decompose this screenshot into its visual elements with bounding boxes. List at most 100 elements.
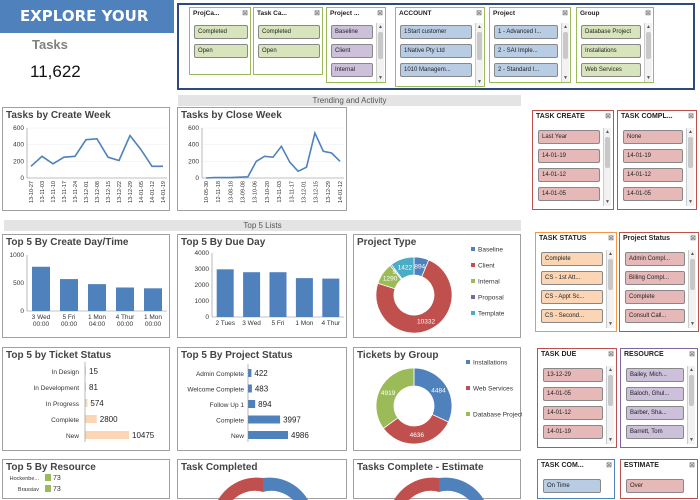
clear-filter-icon[interactable]: ⊠ [645, 10, 651, 17]
slicer-item[interactable]: 14-01-05 [623, 187, 683, 201]
scroll-thumb[interactable] [378, 32, 383, 59]
slicer-item[interactable]: Baseline [331, 25, 373, 39]
slicer-item[interactable]: 14-01-19 [623, 149, 683, 163]
scroll-down-icon[interactable]: ▼ [378, 75, 383, 81]
scroll-down-icon[interactable]: ▼ [605, 199, 610, 205]
slicer-item[interactable]: Web Services [581, 63, 641, 77]
slicer-item[interactable]: Completed [258, 25, 320, 39]
scroll-thumb[interactable] [608, 259, 613, 291]
slicer-scrollbar[interactable]: ▲ ▼ [603, 128, 611, 206]
scroll-thumb[interactable] [690, 259, 695, 291]
slicer-item[interactable]: 14-01-19 [543, 425, 603, 439]
slicer-item[interactable]: CS - 1st Att... [541, 271, 603, 285]
slicer-item[interactable]: Baloch, Ghul... [626, 387, 684, 401]
scroll-up-icon[interactable]: ▲ [608, 251, 613, 257]
clear-filter-icon[interactable]: ⊠ [690, 235, 696, 242]
slicer-item[interactable]: On Time [543, 479, 601, 493]
slicer-scrollbar[interactable]: ▲ ▼ [686, 128, 694, 206]
slicer-item[interactable]: Barrett, Tom [626, 425, 684, 439]
scroll-up-icon[interactable]: ▲ [608, 367, 613, 373]
clear-filter-icon[interactable]: ⊠ [377, 10, 383, 17]
clear-filter-icon[interactable]: ⊠ [688, 113, 694, 120]
slicer-item[interactable]: 14-01-12 [623, 168, 683, 182]
slicer-item[interactable]: Open [194, 44, 248, 58]
scroll-down-icon[interactable]: ▼ [690, 321, 695, 327]
slicer-item[interactable]: Complete [625, 290, 685, 304]
scroll-up-icon[interactable]: ▲ [646, 24, 651, 30]
slicer-item[interactable]: CS - Second... [541, 309, 603, 323]
scroll-up-icon[interactable]: ▲ [563, 24, 568, 30]
slicer-item[interactable]: Admin Compl... [625, 252, 685, 266]
slicer-scrollbar[interactable]: ▲ ▼ [688, 250, 696, 328]
slicer-item[interactable]: CS - Appt Sc... [541, 290, 603, 304]
clear-filter-icon[interactable]: ⊠ [608, 235, 614, 242]
slicer-item[interactable]: 2 - Standard I... [494, 63, 558, 77]
slicer-item[interactable]: Consult Call... [625, 309, 685, 323]
slicer-title: Task Ca... ⊠ [254, 8, 322, 21]
scroll-down-icon[interactable]: ▼ [608, 321, 613, 327]
slicer-item[interactable]: Client [331, 44, 373, 58]
slicer-scrollbar[interactable]: ▲ ▼ [644, 23, 652, 82]
scroll-thumb[interactable] [646, 32, 651, 59]
slicer-scrollbar[interactable]: ▲ ▼ [687, 366, 695, 444]
clear-filter-icon[interactable]: ⊠ [606, 462, 612, 469]
slicer-item[interactable]: Last Year [538, 130, 600, 144]
slicer-item[interactable]: Installations [581, 44, 641, 58]
slicer-item[interactable]: Database Project [581, 25, 641, 39]
scroll-up-icon[interactable]: ▲ [690, 251, 695, 257]
slicer-item[interactable]: Completed [194, 25, 248, 39]
scroll-up-icon[interactable]: ▲ [477, 24, 482, 30]
scroll-thumb[interactable] [608, 375, 613, 407]
scroll-thumb[interactable] [689, 375, 694, 407]
scroll-down-icon[interactable]: ▼ [477, 79, 482, 85]
scroll-up-icon[interactable]: ▲ [605, 129, 610, 135]
slicer-item[interactable]: 13-12-29 [543, 368, 603, 382]
scroll-thumb[interactable] [605, 137, 610, 169]
scroll-up-icon[interactable]: ▲ [378, 24, 383, 30]
slicer-item[interactable]: 14-01-05 [538, 187, 600, 201]
slicer-item[interactable]: 1010 Managem... [400, 63, 472, 77]
clear-filter-icon[interactable]: ⊠ [476, 10, 482, 17]
slicer-item[interactable]: 1 - Advanced I... [494, 25, 558, 39]
series-line [30, 133, 163, 168]
clear-filter-icon[interactable]: ⊠ [242, 10, 248, 17]
clear-filter-icon[interactable]: ⊠ [562, 10, 568, 17]
chart-tasks-estimate: Tasks Complete - Estimate [353, 459, 521, 500]
scroll-down-icon[interactable]: ▼ [646, 75, 651, 81]
scroll-down-icon[interactable]: ▼ [689, 437, 694, 443]
slicer-item[interactable]: 14-01-12 [543, 406, 603, 420]
slicer-item[interactable]: Bailey, Mich... [626, 368, 684, 382]
slicer-item[interactable]: 1Start customer [400, 25, 472, 39]
slicer-item[interactable]: None [623, 130, 683, 144]
slicer-item[interactable]: 2 - SAI Imple... [494, 44, 558, 58]
clear-filter-icon[interactable]: ⊠ [608, 351, 614, 358]
scroll-down-icon[interactable]: ▼ [563, 75, 568, 81]
slicer-scrollbar[interactable]: ▲ ▼ [606, 366, 614, 444]
slicer-item[interactable]: Open [258, 44, 320, 58]
slicer-item[interactable]: Barber, Sha... [626, 406, 684, 420]
slicer-item[interactable]: 1Native Pty Ltd [400, 44, 472, 58]
scroll-down-icon[interactable]: ▼ [688, 199, 693, 205]
clear-filter-icon[interactable]: ⊠ [689, 462, 695, 469]
slicer-item[interactable]: 14-01-05 [543, 387, 603, 401]
slicer-item[interactable]: Billing Compl... [625, 271, 685, 285]
scroll-thumb[interactable] [688, 137, 693, 169]
slicer-item[interactable]: Over [626, 479, 684, 493]
slicer-scrollbar[interactable]: ▲ ▼ [475, 23, 483, 86]
scroll-thumb[interactable] [563, 32, 568, 59]
scroll-thumb[interactable] [477, 32, 482, 61]
slicer-item[interactable]: Internal [331, 63, 373, 77]
scroll-up-icon[interactable]: ▲ [688, 129, 693, 135]
clear-filter-icon[interactable]: ⊠ [314, 10, 320, 17]
slicer-scrollbar[interactable]: ▲ ▼ [561, 23, 569, 82]
slicer-item[interactable]: 14-01-12 [538, 168, 600, 182]
slicer-item[interactable]: Complete [541, 252, 603, 266]
slicer-scrollbar[interactable]: ▲ ▼ [606, 250, 614, 328]
scroll-down-icon[interactable]: ▼ [608, 437, 613, 443]
slicer-item[interactable]: 14-01-19 [538, 149, 600, 163]
clear-filter-icon[interactable]: ⊠ [605, 113, 611, 120]
clear-filter-icon[interactable]: ⊠ [689, 351, 695, 358]
slicer-scrollbar[interactable]: ▲ ▼ [376, 23, 384, 82]
scroll-up-icon[interactable]: ▲ [689, 367, 694, 373]
close-week-plot: 600 400 200 0 10-05-30 12-11-18 13-08-18 13-09-… [188, 125, 344, 203]
